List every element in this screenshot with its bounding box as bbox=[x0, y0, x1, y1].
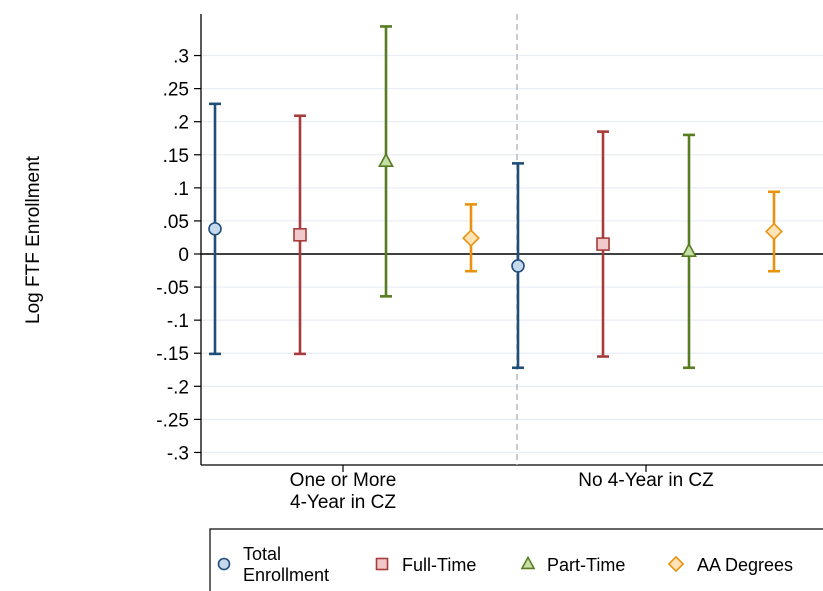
y-tick-label: -.15 bbox=[156, 344, 189, 365]
point-estimate-square bbox=[293, 228, 307, 242]
y-tick-label: -.2 bbox=[167, 377, 189, 398]
y-axis-title: Log FTF Enrollment bbox=[23, 155, 44, 324]
legend-marker-diamond bbox=[667, 555, 685, 573]
legend-label: Part-Time bbox=[547, 555, 625, 575]
y-tick-label: .25 bbox=[163, 80, 189, 101]
point-estimate-diamond bbox=[462, 229, 480, 248]
y-tick-label: -.3 bbox=[167, 443, 189, 464]
legend-box bbox=[209, 528, 823, 591]
point-estimate-triangle bbox=[681, 242, 697, 257]
point-estimate-circle bbox=[511, 259, 525, 273]
y-tick-labels: .3 .25 .2 .15 .1 .05 0 -.05 -.1 -.15 -.2 -.25 -.3 bbox=[156, 47, 189, 465]
legend-label: Total bbox=[243, 544, 281, 564]
legend-label: Full-Time bbox=[402, 555, 476, 575]
point-estimate-diamond bbox=[765, 222, 783, 241]
y-tick-label: .3 bbox=[173, 47, 189, 68]
y-tick-label: -.25 bbox=[156, 410, 189, 431]
legend-marker-circle bbox=[217, 557, 231, 571]
y-tick-label: .1 bbox=[173, 179, 189, 200]
category-label: 4-Year in CZ bbox=[290, 492, 396, 513]
y-tick-label: .2 bbox=[173, 113, 189, 134]
legend-label: AA Degrees bbox=[697, 555, 793, 575]
y-tick-label: .05 bbox=[163, 212, 189, 233]
category-label: No 4-Year in CZ bbox=[578, 470, 714, 491]
point-estimate-circle bbox=[208, 222, 222, 236]
y-tick-label: -.05 bbox=[156, 278, 189, 299]
legend-label: Enrollment bbox=[243, 565, 329, 585]
legend-marker-square bbox=[375, 557, 389, 571]
y-tick-label: .15 bbox=[163, 146, 189, 167]
grid-lines bbox=[201, 54, 823, 454]
point-estimate-triangle bbox=[378, 152, 394, 167]
y-tick-label: 0 bbox=[178, 245, 189, 266]
legend-marker-triangle bbox=[520, 555, 536, 570]
series-marks bbox=[208, 25, 783, 370]
y-tick-label: -.1 bbox=[167, 311, 189, 332]
category-label: One or More bbox=[290, 470, 397, 491]
axes bbox=[194, 14, 823, 472]
point-estimate-square bbox=[596, 237, 610, 251]
